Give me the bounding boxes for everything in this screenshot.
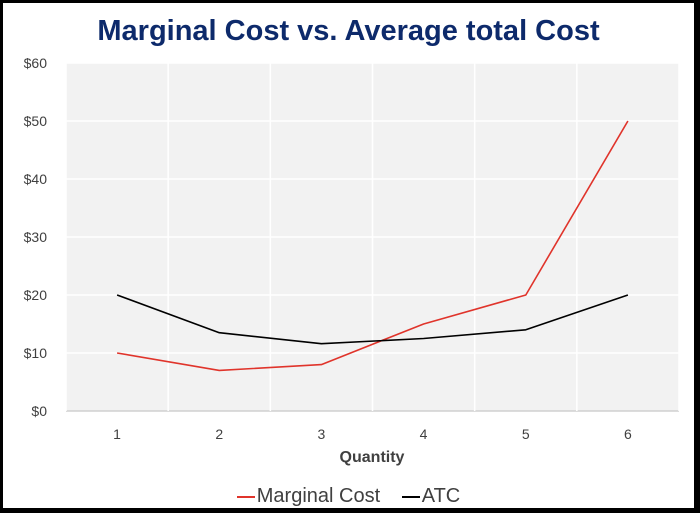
legend-label-atc: ATC [421, 484, 461, 507]
y-tick-label: $20 [24, 287, 48, 303]
y-tick-label: $30 [24, 229, 48, 245]
line-chart: $0 $10 $20 $30 $40 $50 $60 1 2 3 4 5 6 Quantity [24, 55, 680, 466]
x-tick-label: 3 [318, 426, 326, 442]
x-tick-label: 4 [420, 426, 428, 442]
x-axis: 1 2 3 4 5 6 [113, 426, 632, 442]
x-tick-label: 1 [113, 426, 121, 442]
legend-swatch-atc [401, 496, 420, 498]
legend-label-marginal-cost: Marginal Cost [256, 484, 381, 507]
legend-item-atc: ATC [401, 484, 461, 508]
series-lines [116, 120, 629, 372]
chart-frame: Marginal Cost vs. Average total Cost $0 $… [3, 3, 694, 508]
legend-item-marginal-cost: Marginal Cost [236, 484, 381, 508]
grid-lines [65, 62, 680, 412]
y-tick-label: $40 [24, 171, 48, 187]
x-axis-label: Quantity [340, 449, 405, 466]
y-tick-label: $50 [24, 113, 48, 129]
legend: Marginal Cost ATC [3, 480, 694, 508]
y-tick-label: $0 [31, 403, 47, 419]
series-line-marginal-cost [116, 120, 629, 372]
series-line-atc [116, 294, 629, 345]
chart-title: Marginal Cost vs. Average total Cost [97, 15, 600, 47]
x-tick-label: 5 [522, 426, 530, 442]
x-tick-label: 6 [624, 426, 632, 442]
y-axis: $0 $10 $20 $30 $40 $50 $60 [24, 55, 48, 419]
legend-swatch-marginal-cost [236, 496, 255, 498]
x-tick-label: 2 [215, 426, 223, 442]
y-tick-label: $10 [24, 345, 48, 361]
y-tick-label: $60 [24, 55, 48, 71]
